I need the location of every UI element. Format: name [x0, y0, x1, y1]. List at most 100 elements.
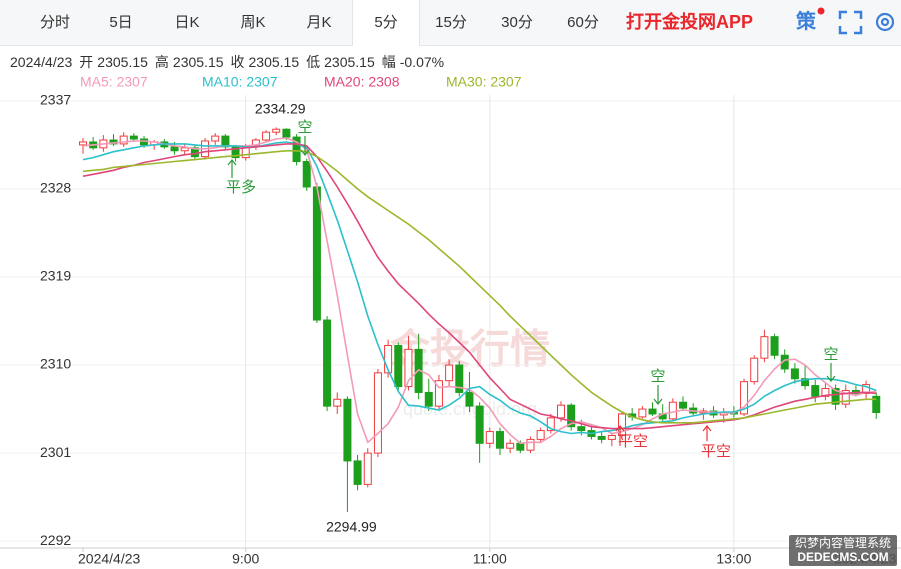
fullscreen-icon[interactable] [838, 10, 863, 35]
candle-body [577, 426, 586, 432]
tab[interactable]: 5日 [109, 14, 133, 31]
candle-body [801, 378, 810, 387]
candle-body [668, 401, 677, 420]
app-link[interactable]: 打开金投网APP [626, 12, 754, 32]
candle-body [434, 380, 443, 407]
candle-body [526, 438, 535, 451]
candle-body [373, 372, 382, 454]
candle-body [445, 364, 454, 382]
signal-arrowhead [300, 149, 310, 156]
tab[interactable]: 15分 [435, 14, 467, 31]
candle-body [292, 136, 301, 163]
legend-entry: MA10: 2307 [202, 74, 278, 90]
tab[interactable]: 周K [240, 14, 266, 31]
candle-body [597, 435, 606, 440]
candle-body [302, 161, 311, 188]
y-tick-label: 2292 [40, 532, 71, 548]
info-value: 2305.15 [97, 54, 148, 70]
candle-body [648, 408, 657, 415]
x-tick-label: 2024/4/23 [78, 551, 140, 567]
tab[interactable]: 60分 [567, 14, 599, 31]
candle-body [129, 135, 138, 140]
signal-label: 平空 [701, 443, 731, 460]
candle-body [333, 398, 342, 407]
signal-label: 平多 [226, 179, 256, 196]
info-label: 高 [154, 54, 169, 70]
info-label: 开 [79, 54, 94, 70]
candle-body [862, 384, 871, 394]
signal-arrowhead [653, 398, 663, 405]
candle-body [567, 404, 576, 428]
tab[interactable]: 月K [306, 14, 332, 31]
candle-body [262, 131, 271, 141]
signal-label: 空 [297, 119, 312, 136]
candle-body [282, 128, 291, 138]
candle-body [79, 141, 87, 146]
candle-body [536, 430, 545, 440]
candle-body [343, 398, 352, 462]
candle-body [495, 431, 504, 449]
candle-body [170, 146, 179, 152]
tab[interactable]: 30分 [501, 14, 533, 31]
candle-body [465, 391, 474, 407]
candle-body [506, 442, 515, 449]
notice-dot [817, 7, 825, 15]
low-label: 2294.99 [326, 519, 377, 535]
candle-body [811, 385, 820, 397]
candle-body [750, 357, 759, 383]
info-label: 收 [230, 54, 245, 70]
x-tick-label: 9:00 [232, 551, 259, 567]
candle-body [618, 413, 627, 436]
x-tick-label: 11:00 [473, 551, 507, 567]
high-label: 2334.29 [255, 101, 306, 117]
candle-body [607, 434, 616, 440]
legend-entry: MA30: 2307 [446, 74, 522, 90]
info-value: 2305.15 [172, 54, 224, 70]
legend-entry: MA5: 2307 [80, 74, 148, 90]
signal-arrowhead [227, 159, 237, 166]
candle-body [272, 128, 281, 133]
candle-body [546, 417, 555, 432]
y-tick-label: 2301 [40, 444, 71, 460]
candle-body [638, 408, 647, 418]
settings-icon[interactable] [875, 12, 895, 32]
y-tick-label: 2328 [40, 180, 71, 196]
ma-line [82, 141, 877, 435]
y-tick-label: 2319 [40, 268, 71, 284]
candle-body [516, 442, 525, 451]
ma-line [82, 137, 877, 445]
candle-body [455, 364, 464, 393]
info-value: 2305.15 [248, 54, 300, 70]
candle-body [790, 368, 799, 380]
y-tick-label: 2337 [40, 92, 71, 108]
tab[interactable]: 5分 [352, 0, 420, 46]
candle-body [180, 147, 189, 152]
tab[interactable]: 分时 [39, 14, 70, 31]
candle-body [485, 431, 494, 444]
candle-body [251, 139, 260, 147]
candle-body [353, 460, 362, 485]
strategy-button[interactable]: 策 [796, 11, 816, 33]
tab-bar: 打开金投网APP 策 分时 5日 日K 周K 月K 5分 15分 30分 60分 [0, 0, 901, 46]
overlay-box [789, 535, 897, 566]
signal-arrowhead [702, 425, 712, 432]
candle-body [679, 401, 688, 409]
candle-body [323, 319, 332, 407]
candle-body [740, 381, 749, 415]
candle-body [404, 348, 413, 388]
signal-arrowhead [615, 425, 625, 432]
candle-body [831, 388, 840, 405]
info-value: 2305.15 [324, 54, 375, 70]
candle-body [312, 186, 321, 321]
signal-label: 空 [650, 368, 665, 385]
candle-body [841, 389, 850, 405]
info-value: -0.07% [399, 54, 445, 70]
candle-body [760, 336, 769, 359]
x-tick-label: 13:00 [716, 551, 751, 567]
legend-entry: MA20: 2308 [324, 74, 400, 90]
info-label: 低 [306, 54, 321, 70]
candle-body [221, 135, 230, 148]
tab[interactable]: 日K [174, 14, 200, 31]
